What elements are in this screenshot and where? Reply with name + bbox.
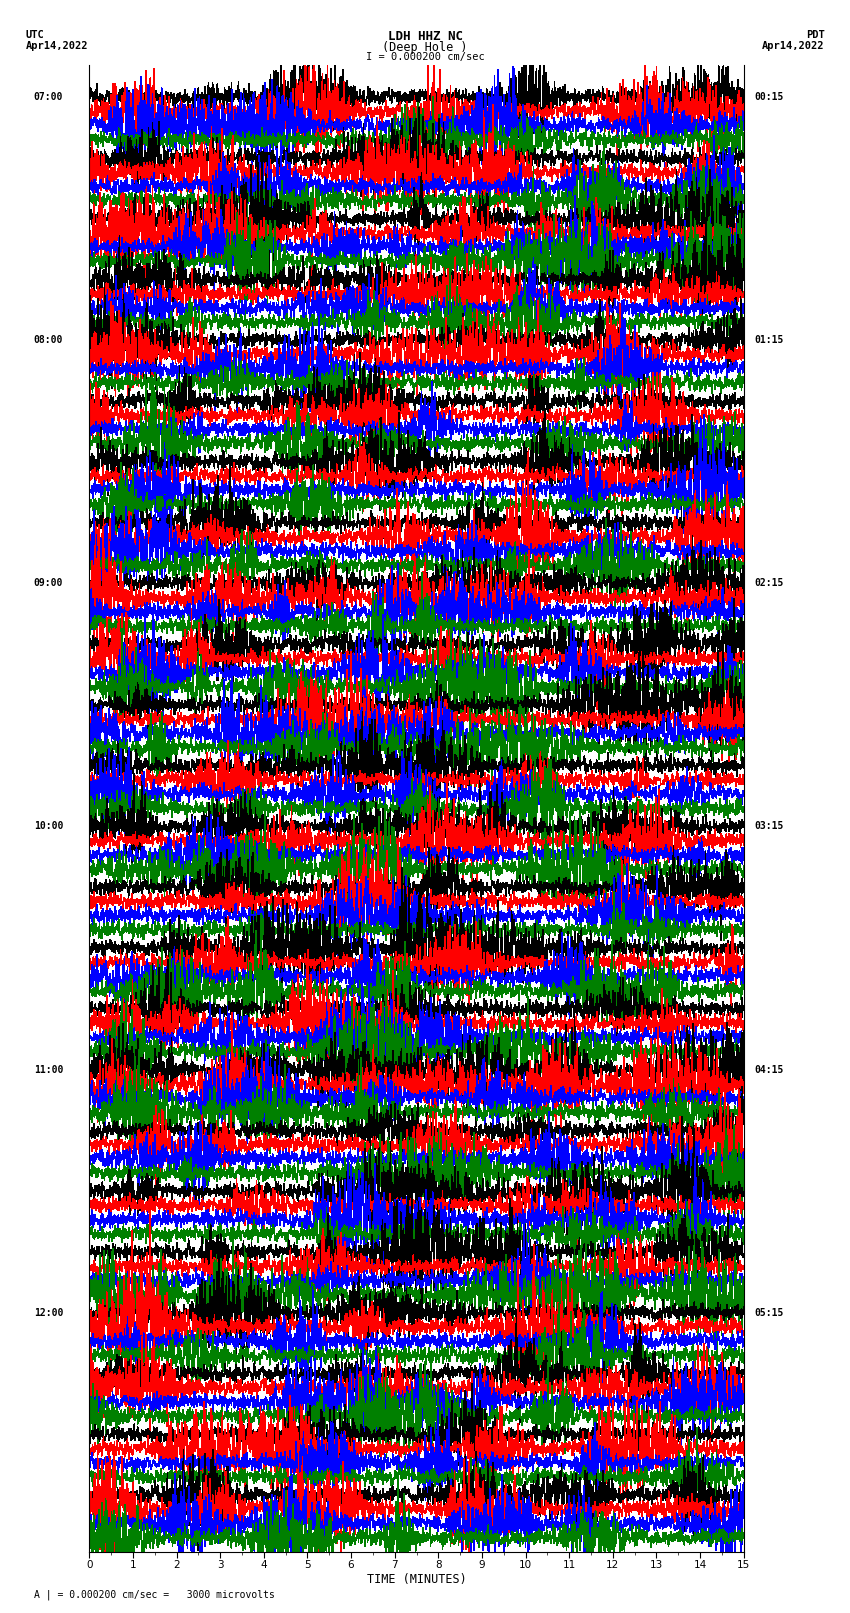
X-axis label: TIME (MINUTES): TIME (MINUTES) (366, 1573, 467, 1586)
Text: 09:00: 09:00 (34, 579, 63, 589)
Text: 04:15: 04:15 (755, 1065, 784, 1074)
Text: UTC: UTC (26, 31, 44, 40)
Text: PDT: PDT (806, 31, 824, 40)
Text: 11:00: 11:00 (34, 1065, 63, 1074)
Text: 10:00: 10:00 (34, 821, 63, 831)
Text: LDH HHZ NC: LDH HHZ NC (388, 31, 462, 44)
Text: 03:15: 03:15 (755, 821, 784, 831)
Text: 12:00: 12:00 (34, 1308, 63, 1318)
Text: (Deep Hole ): (Deep Hole ) (382, 40, 468, 55)
Text: 05:15: 05:15 (755, 1308, 784, 1318)
Text: 02:15: 02:15 (755, 579, 784, 589)
Text: 00:15: 00:15 (755, 92, 784, 102)
Text: 07:00: 07:00 (34, 92, 63, 102)
Text: Apr14,2022: Apr14,2022 (762, 40, 824, 52)
Text: Apr14,2022: Apr14,2022 (26, 40, 88, 52)
Text: 08:00: 08:00 (34, 336, 63, 345)
Text: A | = 0.000200 cm/sec =   3000 microvolts: A | = 0.000200 cm/sec = 3000 microvolts (34, 1589, 275, 1600)
Text: 01:15: 01:15 (755, 336, 784, 345)
Text: I = 0.000200 cm/sec: I = 0.000200 cm/sec (366, 52, 484, 63)
